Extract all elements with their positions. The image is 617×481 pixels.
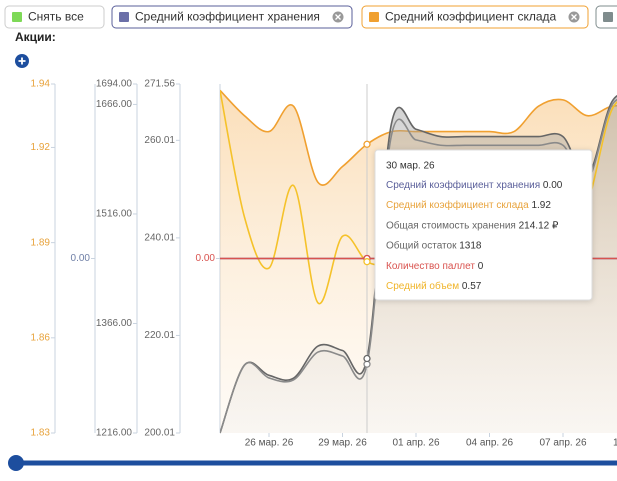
slider-knob[interactable] <box>8 455 24 471</box>
chip-swatch <box>603 12 613 22</box>
x-tick-label: 26 мар. 26 <box>245 438 294 449</box>
chip-label: Снять все <box>28 10 84 24</box>
chip-box <box>361 5 589 29</box>
y-tick-label: 1366.00 <box>96 318 133 329</box>
hover-point <box>363 258 371 266</box>
y-tick-label: 1.83 <box>31 428 51 439</box>
tooltip-name: Средний объем <box>386 280 459 292</box>
tooltip-name: Средний коэффициент хранения <box>386 179 540 191</box>
tooltip-name: Количество паллет <box>386 260 475 271</box>
y-tick-label: 0.00 <box>196 253 216 264</box>
chip-box <box>111 5 353 29</box>
chip-label: Средний коэффициент склада <box>385 10 557 24</box>
tooltip-row: Общая стоимость хранения 214.12 ₽ <box>386 219 559 231</box>
y-tick-label: 1216.00 <box>96 428 133 439</box>
tooltip-value: 1.92 <box>531 200 551 211</box>
hover-point <box>363 140 371 148</box>
tooltip-value: 1318 <box>459 240 482 251</box>
y-tick-label: 220.01 <box>144 330 175 341</box>
chip-swatch <box>369 12 379 22</box>
x-tick-label: 10 апр. 26 <box>613 438 617 449</box>
chip-close-x <box>335 14 341 20</box>
tooltip: 30 мар. 26 Средний коэффициент хранения 0… <box>374 149 593 301</box>
y-tick-label: 1.92 <box>31 142 51 153</box>
chip-swatch <box>12 12 22 22</box>
y-tick-label: 1666.00 <box>96 99 133 110</box>
chip-box <box>4 5 105 29</box>
chip-close-x <box>571 14 577 20</box>
y-tick-label: 1516.00 <box>96 209 133 220</box>
legend-chip[interactable] <box>595 5 617 29</box>
y-tick-label: 1.86 <box>31 332 51 343</box>
tooltip-row: Средний коэффициент хранения 0.00 <box>386 179 563 191</box>
tooltip-row: Общий остаток 1318 <box>386 239 482 251</box>
tooltip-value: 0.00 <box>543 180 563 191</box>
tooltip-name: Общая стоимость хранения <box>386 219 516 231</box>
y-tick-label: 271.56 <box>144 79 175 90</box>
tooltip-box <box>374 149 593 301</box>
legend-chip[interactable]: Средний коэффициент хранения <box>111 5 353 29</box>
add-icon <box>18 57 26 65</box>
hover-point <box>363 354 371 363</box>
promo-label: Акции: <box>15 30 56 44</box>
x-tick-label: 01 апр. 26 <box>392 438 440 449</box>
tooltip-row: Количество паллет 0 <box>386 260 484 271</box>
chip-label: Средний коэффициент хранения <box>135 10 320 24</box>
tooltip-row: Средний коэффициент склада 1.92 <box>386 199 551 211</box>
tooltip-row: Средний объем 0.57 <box>386 280 482 292</box>
y-tick-label: 200.01 <box>144 428 175 439</box>
tooltip-value: 0 <box>478 260 484 271</box>
y-tick-label: 1694.00 <box>96 79 133 90</box>
y-tick-label: 260.01 <box>144 135 175 146</box>
tooltip-value: 0.57 <box>462 281 482 292</box>
y-tick-label: 0.00 <box>71 253 91 264</box>
tooltip-name: Общий остаток <box>386 239 457 251</box>
legend-chip[interactable]: Снять все <box>4 5 105 29</box>
tooltip-title: 30 мар. 26 <box>386 161 435 172</box>
x-tick-label: 04 апр. 26 <box>466 438 514 449</box>
chip-swatch <box>119 12 129 22</box>
y-tick-label: 1.89 <box>31 237 51 248</box>
legend-chip[interactable]: Средний коэффициент склада <box>361 5 589 29</box>
x-tick-label: 07 апр. 26 <box>539 438 587 449</box>
series-line <box>220 98 617 434</box>
tooltip-value: 214.12 ₽ <box>519 220 559 231</box>
tooltip-name: Средний коэффициент склада <box>386 199 529 211</box>
series-line <box>220 95 617 434</box>
x-tick-label: 29 мар. 26 <box>318 438 367 449</box>
y-tick-label: 1.94 <box>31 79 51 90</box>
y-tick-label: 240.01 <box>144 233 175 244</box>
